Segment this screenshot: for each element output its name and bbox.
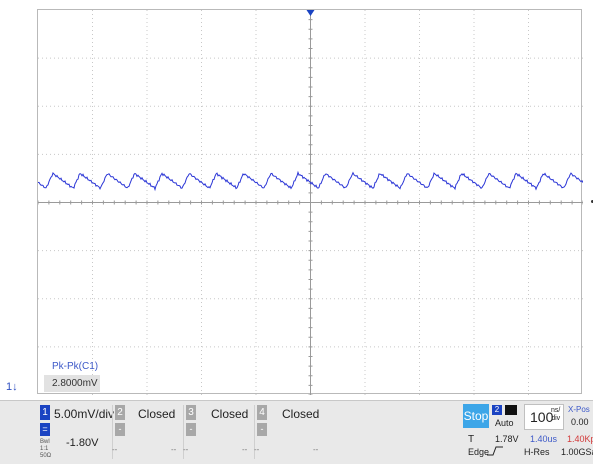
- waveform-grid[interactable]: [37, 9, 583, 395]
- trigger-source[interactable]: 2: [492, 405, 502, 415]
- channel-placeholder: --: [112, 445, 118, 454]
- channel2-number[interactable]: 2: [115, 405, 125, 420]
- acquisition-mode[interactable]: H-Res: [524, 447, 550, 457]
- measurement-value[interactable]: 2.8000mV: [44, 375, 100, 392]
- channel1-coupling-icon[interactable]: =: [40, 423, 50, 436]
- channel4-block[interactable]: 4 Closed - --: [257, 405, 327, 459]
- trigger-t-label: T: [468, 434, 475, 445]
- sample-rate: 1.00GSa/s: [561, 447, 593, 457]
- timebase-unit: ns/div: [551, 407, 561, 422]
- bottom-control-panel: 1 5.00mV/div = Bwl 1:1 50Ω -1.80V -- 2 C…: [0, 400, 593, 464]
- channel1-scale[interactable]: 5.00mV/div: [54, 407, 115, 421]
- channel1-offset[interactable]: -1.80V: [66, 437, 99, 449]
- channel4-status[interactable]: Closed: [282, 407, 320, 421]
- trigger-position-marker[interactable]: [306, 10, 315, 16]
- run-stop-button[interactable]: Stop: [463, 404, 489, 428]
- xpos-value[interactable]: 0.00: [571, 417, 589, 427]
- right-edge-dot: [591, 200, 593, 203]
- trigger-type[interactable]: Edge: [468, 447, 490, 457]
- memory-depth[interactable]: 1.40Kpts: [567, 434, 593, 444]
- grid-svg: [38, 10, 583, 395]
- channel-placeholder: --: [183, 445, 189, 454]
- divider: [254, 405, 255, 459]
- timebase-value: 100: [530, 409, 554, 425]
- channel3-coupling-icon[interactable]: -: [186, 423, 196, 436]
- channel1-settings-text: Bwl 1:1 50Ω: [40, 439, 52, 459]
- channel2-status[interactable]: Closed: [138, 407, 176, 421]
- divider: [183, 405, 184, 459]
- trigger-mode[interactable]: Auto: [495, 418, 514, 428]
- channel3-status[interactable]: Closed: [211, 407, 249, 421]
- channel4-number[interactable]: 4: [257, 405, 267, 420]
- trigger-level[interactable]: 1.78V: [495, 434, 519, 444]
- scope-display: Pk-Pk(C1) 2.8000mV 1↓: [6, 9, 593, 395]
- channel2-coupling-icon[interactable]: -: [115, 423, 125, 436]
- channel3-block[interactable]: 3 Closed - --: [186, 405, 256, 459]
- channel3-number[interactable]: 3: [186, 405, 196, 420]
- channel2-offset-placeholder: --: [171, 445, 177, 454]
- channel1-ground-marker[interactable]: 1↓: [6, 381, 18, 393]
- channel-placeholder: --: [254, 445, 260, 454]
- channel1-number[interactable]: 1: [40, 405, 50, 420]
- xpos-label: X-Pos: [568, 405, 590, 414]
- channel4-offset-placeholder: --: [313, 445, 319, 454]
- trigger-icon: [505, 405, 517, 415]
- channel1-waveform: [38, 170, 583, 192]
- channel4-coupling-icon[interactable]: -: [257, 423, 267, 436]
- divider: [112, 405, 113, 459]
- channel3-offset-placeholder: --: [242, 445, 248, 454]
- measurement-label: Pk-Pk(C1): [52, 361, 99, 372]
- trigger-delay[interactable]: 1.40us: [530, 434, 558, 444]
- channel2-block[interactable]: 2 Closed - --: [115, 405, 185, 459]
- channel1-block[interactable]: 1 5.00mV/div = Bwl 1:1 50Ω -1.80V: [40, 405, 114, 459]
- rising-edge-icon: [487, 446, 503, 456]
- timebase-box[interactable]: 100 ns/div: [524, 404, 564, 430]
